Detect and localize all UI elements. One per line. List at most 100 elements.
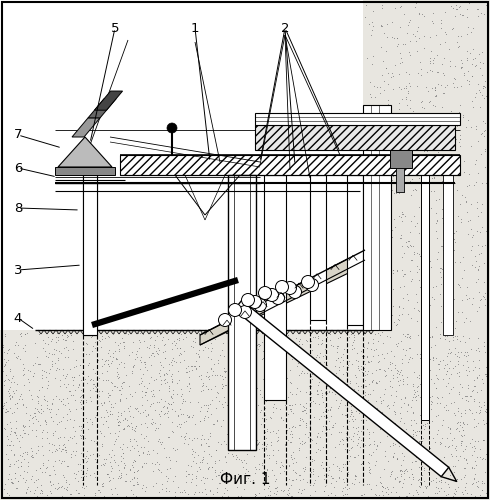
Point [399,456,407,464]
Point [398,210,406,218]
Point [410,416,417,424]
Point [161,379,169,387]
Point [206,432,214,440]
Point [57,397,65,405]
Point [352,379,360,387]
Point [471,62,479,70]
Point [426,393,434,401]
Point [227,375,235,383]
Point [432,492,440,500]
Point [351,371,359,379]
Point [386,224,393,232]
Point [400,419,408,427]
Point [333,380,341,388]
Point [237,492,245,500]
Point [91,473,99,481]
Point [430,354,438,362]
Point [41,416,49,424]
Point [388,488,395,496]
Point [270,408,277,416]
Point [416,380,423,388]
Point [68,490,75,498]
Point [427,122,435,130]
Point [448,202,456,210]
Point [131,388,139,396]
Point [163,409,171,417]
Point [1,332,9,340]
Point [483,154,490,162]
Point [372,366,380,374]
Point [473,227,481,235]
Point [455,138,463,146]
Point [422,320,430,328]
Point [183,382,191,390]
Bar [83,175,97,335]
Point [351,415,359,423]
Point [347,435,355,443]
Point [132,438,140,446]
Point [452,488,460,496]
Point [185,434,193,442]
Point [332,356,340,364]
Point [176,423,184,431]
Point [61,336,69,344]
Point [207,339,215,347]
Bar [421,175,429,420]
Point [422,484,430,492]
Point [250,402,258,410]
Point [437,334,444,342]
Point [392,132,400,140]
Point [313,388,321,396]
Circle shape [167,123,177,133]
Point [74,382,82,390]
Point [418,363,426,371]
Point [445,345,453,353]
Point [426,59,434,67]
Point [270,428,277,436]
Point [288,354,295,362]
Point [201,474,209,482]
Point [417,361,425,369]
Point [106,407,114,415]
Point [263,426,271,434]
Point [453,442,461,450]
Point [27,392,35,400]
Point [392,387,400,395]
Point [101,358,109,366]
Point [6,404,14,411]
Point [365,442,373,450]
Point [474,136,482,144]
Point [396,368,404,376]
Point [445,310,453,318]
Point [224,352,232,360]
Point [120,363,128,371]
Point [408,416,416,424]
Point [9,479,17,487]
Point [375,120,383,128]
Point [406,228,414,236]
Point [365,466,372,474]
Point [438,205,446,213]
Point [352,406,360,414]
Point [133,467,141,475]
Point [469,357,477,365]
Point [427,187,435,195]
Point [459,426,467,434]
Point [397,414,405,422]
Point [396,409,404,417]
Point [133,404,141,412]
Point [109,474,117,482]
Point [442,244,450,252]
Point [55,456,63,464]
Point [178,400,186,407]
Point [165,413,172,421]
Point [12,416,20,424]
Point [448,282,456,290]
Point [82,458,90,466]
Point [398,310,406,318]
Point [77,386,85,394]
Point [468,242,476,250]
Point [192,365,199,373]
Point [160,341,168,349]
Point [45,446,53,454]
